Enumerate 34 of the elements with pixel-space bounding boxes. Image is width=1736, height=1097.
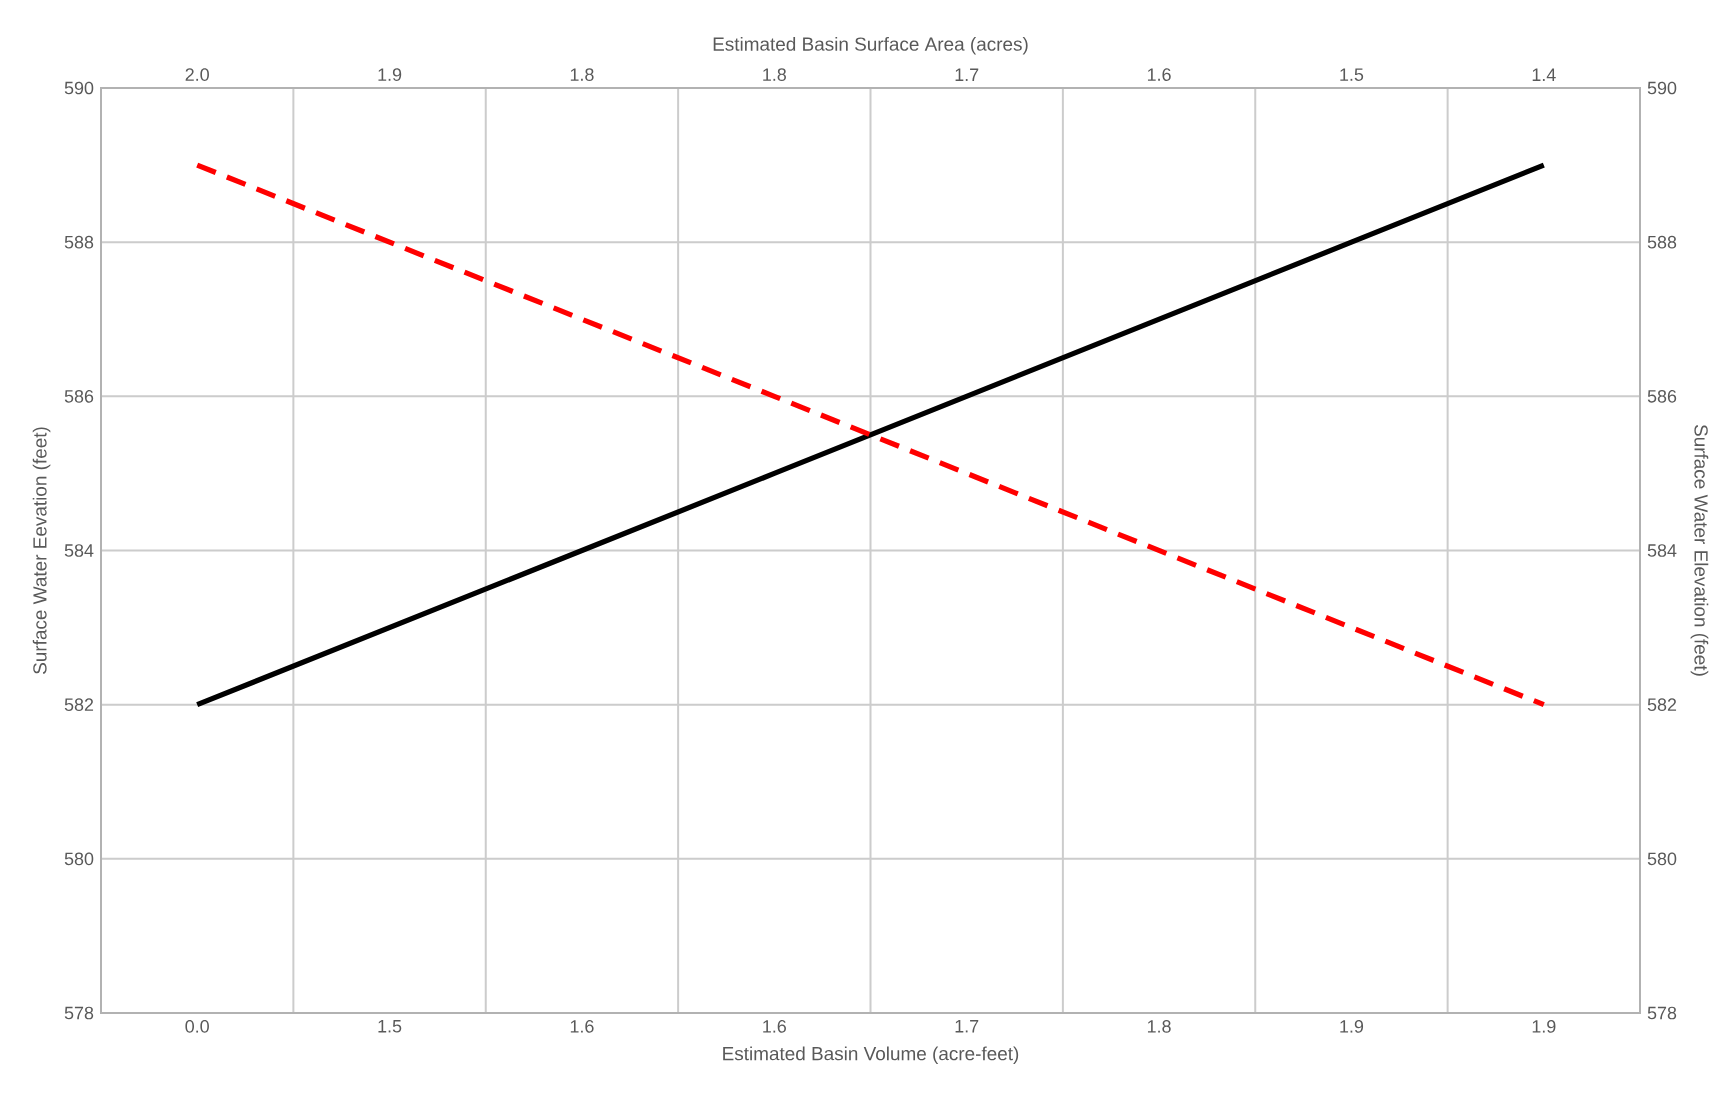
text: 1.8	[763, 68, 786, 81]
y-tick-label: 588	[64, 235, 94, 249]
text: 1.6	[1147, 68, 1171, 81]
y2-tick-label: 586	[1647, 389, 1677, 403]
x-tick-label: 0.0	[185, 1020, 209, 1033]
x-tick-label: 1.5	[378, 1020, 402, 1033]
y2-tick-label: 580	[1647, 852, 1677, 866]
text: 2.0	[185, 68, 209, 81]
x-tick-label: 1.6	[763, 1020, 786, 1033]
y-tick-label: 590	[64, 81, 94, 95]
y2-tick-label: 588	[1647, 235, 1677, 249]
y-tick-label: 584	[64, 544, 94, 557]
y-tick-label: 586	[64, 389, 94, 403]
y2-tick-label: 578	[1647, 1006, 1677, 1020]
x-axis-title: Estimated Basin Volume (acre-feet)	[723, 1046, 1019, 1065]
x-tick-label: 1.9	[1340, 1020, 1364, 1033]
y2-tick-label: 584	[1647, 544, 1677, 557]
text: 1.7	[955, 68, 979, 81]
text: 1.5	[1340, 68, 1364, 81]
y-tick-label: 582	[64, 698, 94, 712]
y2-tick-label: 590	[1647, 81, 1677, 95]
x-tick-label: 1.9	[1532, 1020, 1556, 1033]
y-tick-label: 578	[64, 1006, 94, 1020]
text: 1.8	[570, 68, 594, 81]
text: 1.4	[1532, 68, 1556, 81]
y-tick-label: 580	[64, 852, 94, 866]
x-tick-label: 1.6	[570, 1020, 594, 1033]
y2-axis-title: Surface Water Elevation (feet)	[1690, 424, 1709, 676]
y-axis-title: Surface Water Eevation (feet)	[32, 427, 51, 674]
y2-tick-label: 582	[1647, 698, 1677, 712]
x2-axis-title: Estimated Basin Surface Area (acres)	[713, 36, 1028, 55]
text: 1.9	[378, 68, 402, 81]
x-tick-label: 1.8	[1147, 1020, 1171, 1033]
x-tick-label: 1.7	[955, 1020, 979, 1033]
